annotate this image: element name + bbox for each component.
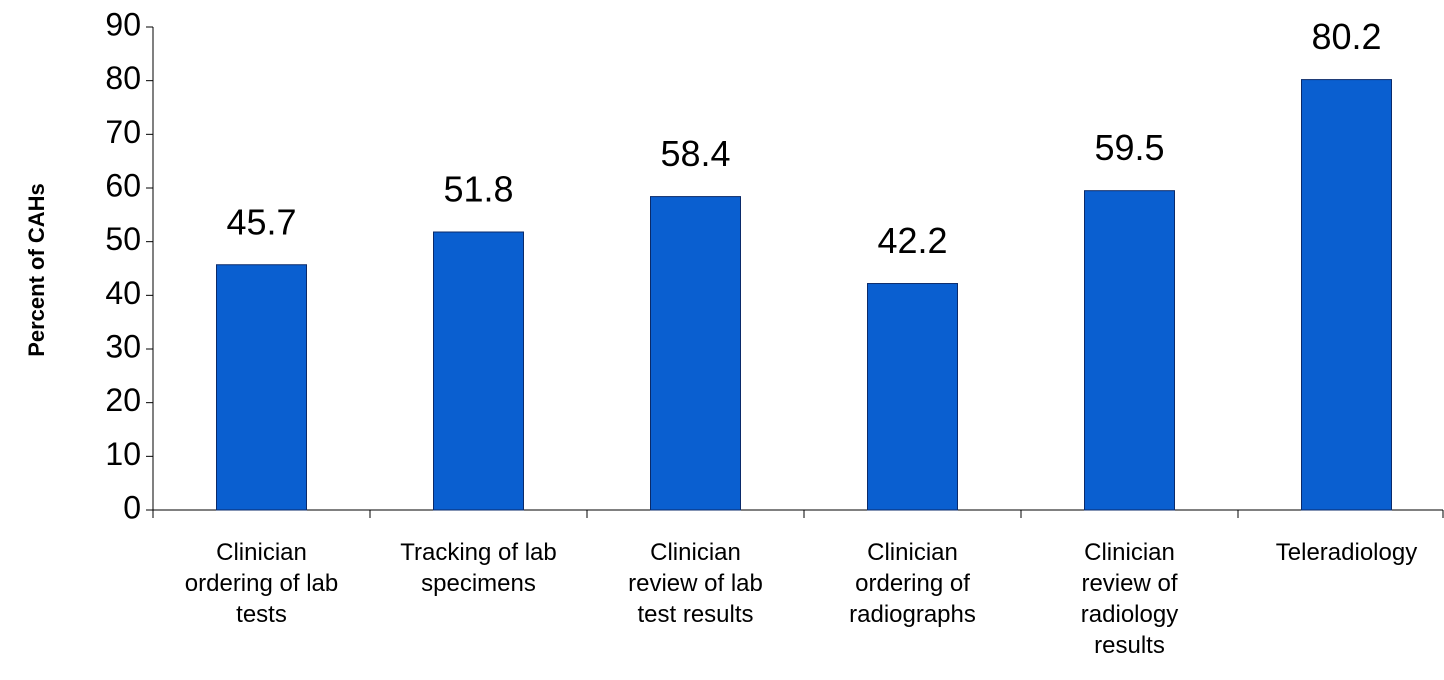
y-tick-label: 50 xyxy=(105,221,141,257)
y-tick-label: 60 xyxy=(105,167,141,203)
y-tick-label: 30 xyxy=(105,328,141,364)
data-label: 45.7 xyxy=(226,201,296,242)
data-label: 51.8 xyxy=(443,169,513,210)
y-tick-label: 20 xyxy=(105,382,141,418)
y-tick-label: 40 xyxy=(105,275,141,311)
bar xyxy=(867,283,958,511)
data-label: 59.5 xyxy=(1094,127,1164,168)
bar xyxy=(1084,190,1175,511)
y-tick-label: 80 xyxy=(105,60,141,96)
bar xyxy=(650,196,741,511)
bar xyxy=(216,264,307,511)
x-tick-label: Clinician review of lab test results xyxy=(628,539,763,628)
y-tick-label: 10 xyxy=(105,436,141,472)
bar xyxy=(1301,79,1392,511)
data-label: 58.4 xyxy=(660,133,730,174)
x-tick-label: Clinician ordering of lab tests xyxy=(184,539,339,628)
data-label: 80.2 xyxy=(1311,16,1381,57)
data-label: 42.2 xyxy=(877,220,947,261)
y-tick-label: 70 xyxy=(105,114,141,150)
x-tick-label: Tracking of lab specimens xyxy=(400,539,557,597)
x-tick-label: Clinician ordering of radiographs xyxy=(849,539,976,628)
y-tick-label: 90 xyxy=(105,6,141,42)
x-tick-label: Teleradiology xyxy=(1275,539,1418,566)
y-tick-label: 0 xyxy=(123,489,141,525)
bar xyxy=(433,231,524,511)
x-tick-label: Clinician review of radiology results xyxy=(1080,539,1179,659)
y-axis-label: Percent of CAHs xyxy=(24,183,49,357)
